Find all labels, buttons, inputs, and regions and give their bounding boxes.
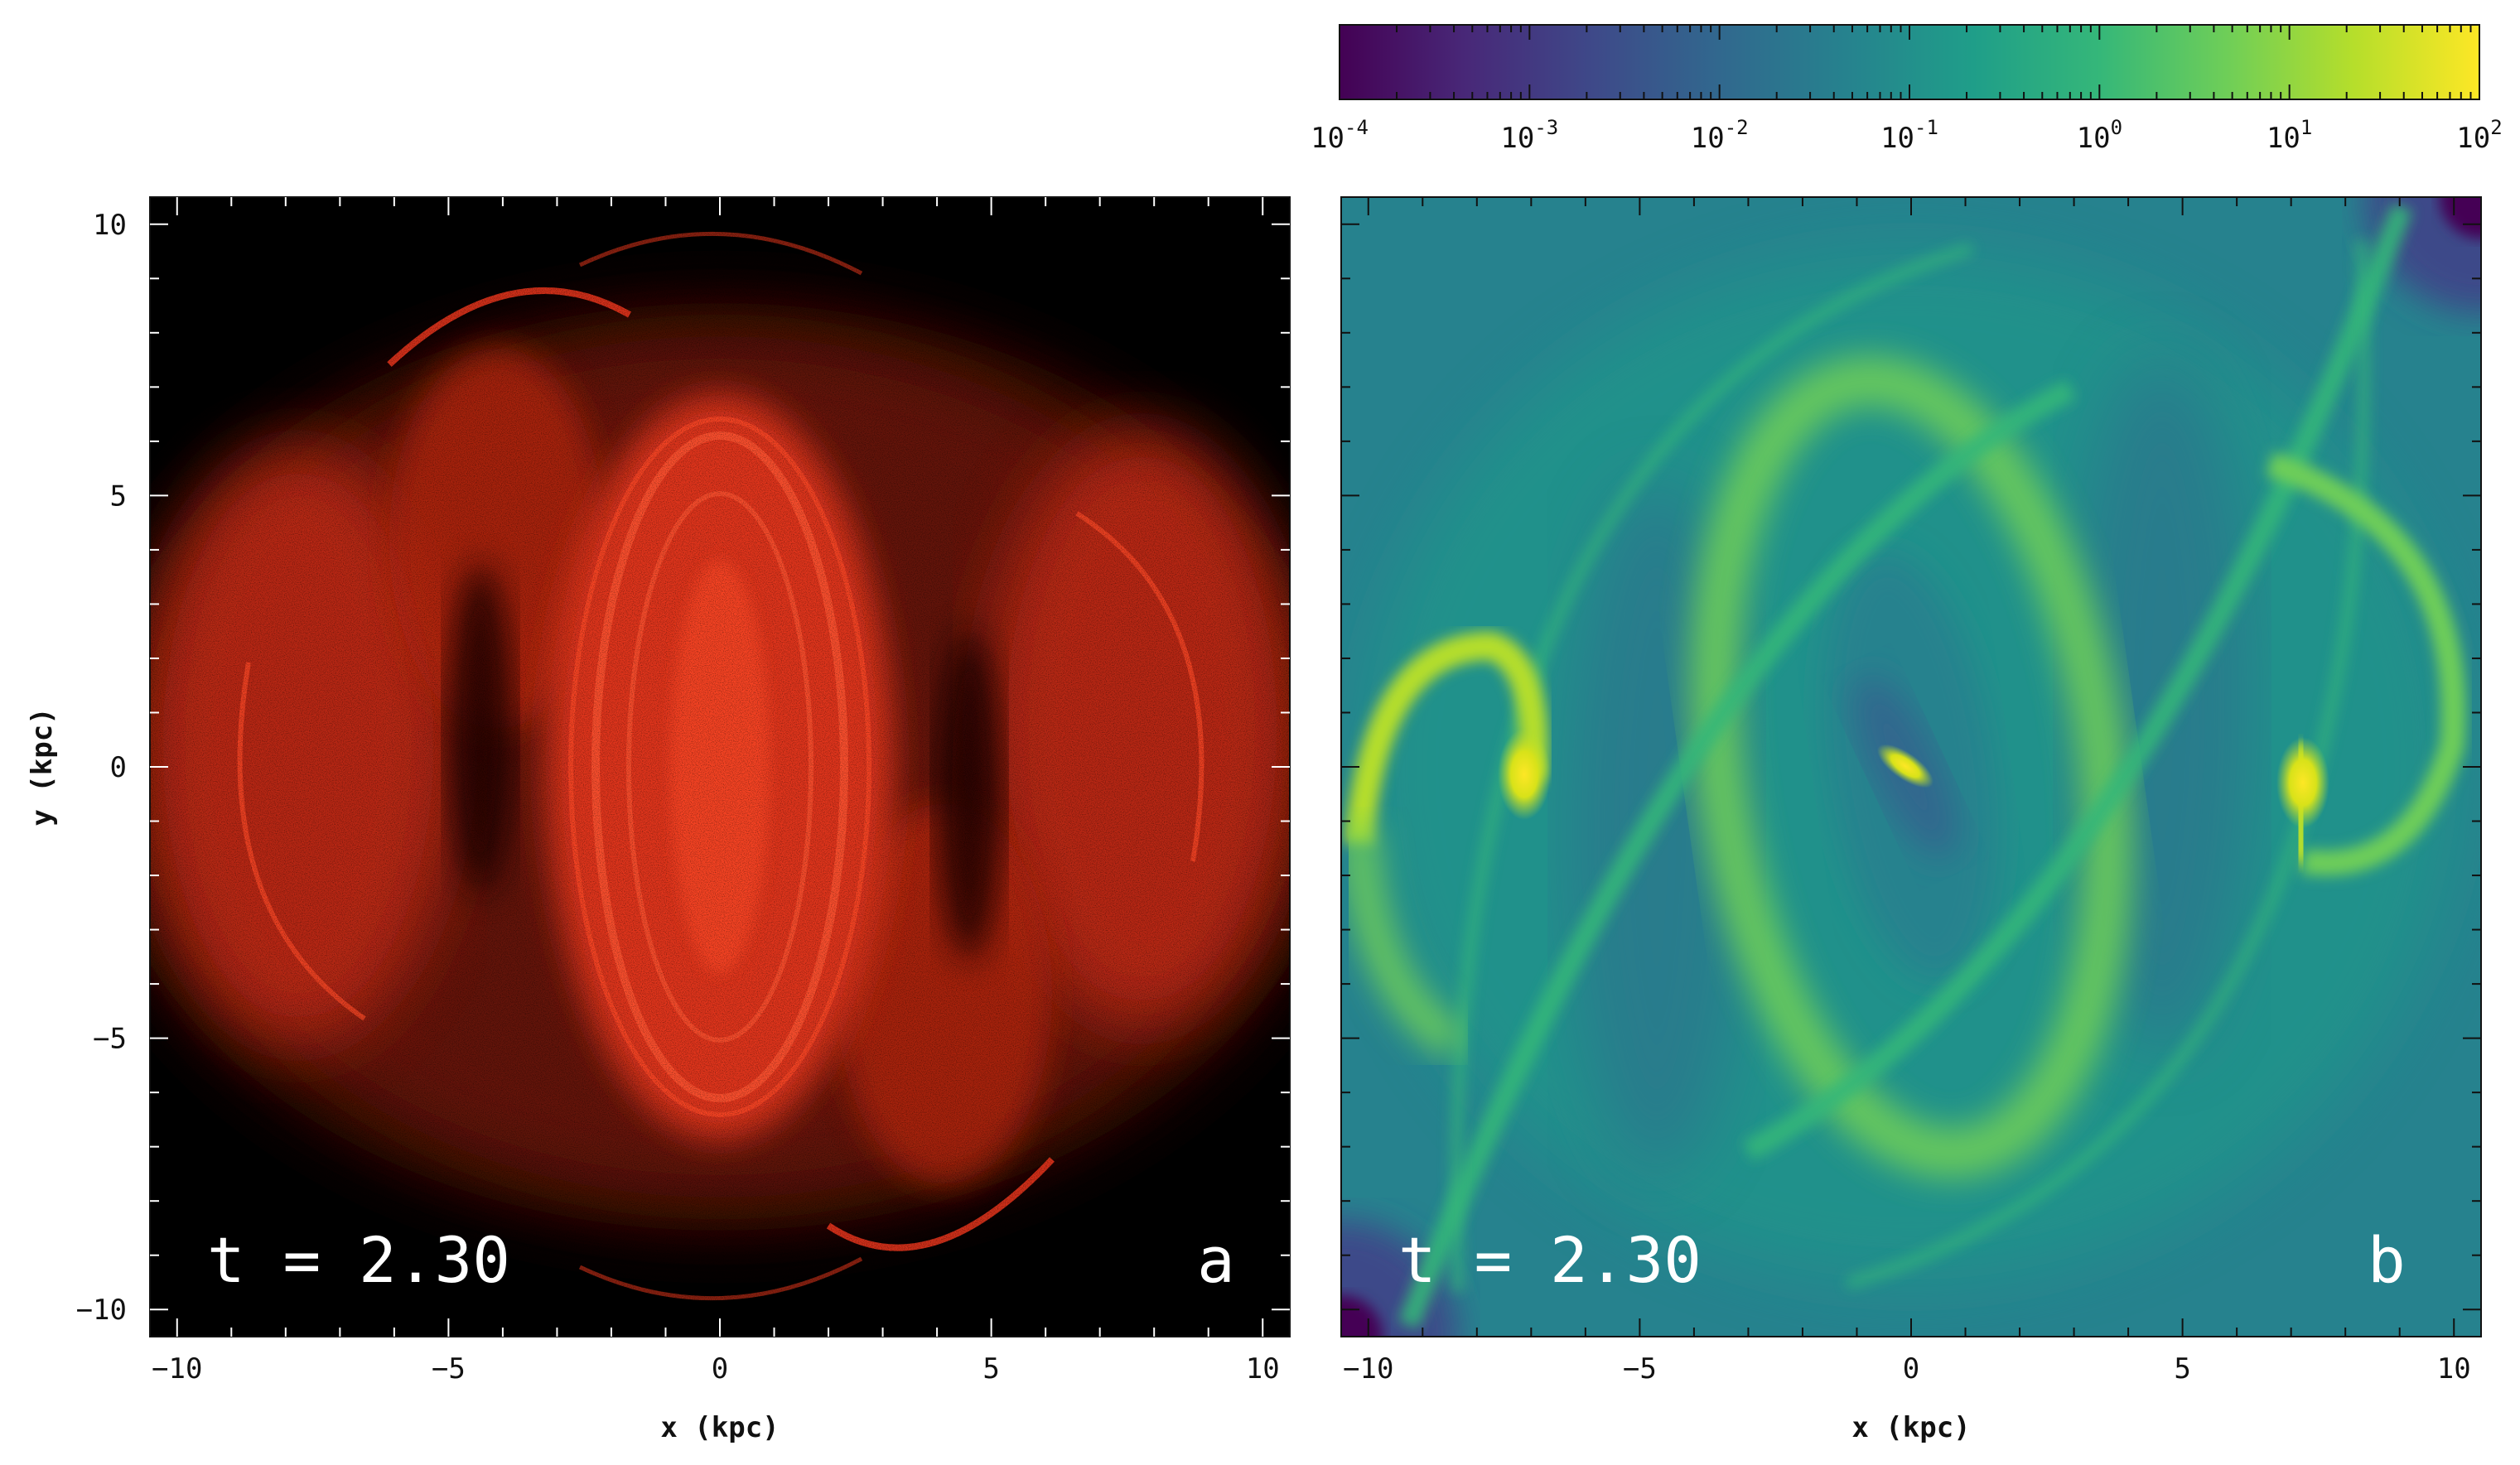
panel-a-particles: [150, 197, 1290, 1337]
x-tick-label-a: 5: [982, 1352, 999, 1385]
x-tick-label-b: −5: [1623, 1352, 1657, 1385]
colorbar-tick-label: 10-4: [1311, 116, 1369, 155]
x-tick-label-a: −10: [152, 1352, 202, 1385]
axes: −10 −5 0 5 10 10 5 0 −5 −10 −10 −5 0 5 10: [76, 197, 2481, 1385]
panel-b: t = 2.30 b: [1340, 196, 2482, 1337]
colorbar-tick-label: 10-2: [1691, 116, 1749, 155]
panel-b-density: [1341, 197, 2481, 1337]
y-tick-label: 5: [110, 479, 127, 513]
colorbar-tick-label: 101: [2267, 116, 2312, 155]
colorbar-tick-label: 102: [2456, 116, 2502, 155]
panel-b-time-label: t = 2.30: [1398, 1223, 1702, 1297]
colorbar-tick-label: 100: [2077, 116, 2122, 155]
x-tick-label-b: 5: [2174, 1352, 2190, 1385]
y-tick-label: 10: [93, 209, 127, 242]
panel-a-time-label: t = 2.30: [207, 1223, 510, 1297]
y-tick-label: 0: [110, 751, 127, 784]
x-tick-label-a: 0: [712, 1352, 728, 1385]
x-tick-label-b: 0: [1903, 1352, 1919, 1385]
y-tick-label: −10: [76, 1294, 127, 1327]
x-tick-label-a: −5: [432, 1352, 466, 1385]
panel-a-letter: a: [1197, 1223, 1235, 1297]
x-tick-label-b: −10: [1343, 1352, 1393, 1385]
y-axis-label: y (kpc): [26, 707, 59, 826]
x-tick-label-b: 10: [2437, 1352, 2471, 1385]
panel-b-letter: b: [2368, 1223, 2406, 1297]
colorbar-ticks: 10-4 10-3 10-2 10-1 100 101 102: [1311, 25, 2503, 155]
colorbar-tick-label: 10-1: [1880, 116, 1938, 155]
x-tick-label-a: 10: [1246, 1352, 1280, 1385]
x-axis-label-a: x (kpc): [660, 1411, 779, 1444]
panel-a: t = 2.30 a: [149, 196, 1291, 1337]
x-axis-label-b: x (kpc): [1851, 1411, 1970, 1444]
colorbar-tick-label: 10-3: [1500, 116, 1558, 155]
y-tick-label: −5: [93, 1023, 127, 1056]
colorbar: 10-4 10-3 10-2 10-1 100 101 102: [1311, 24, 2503, 155]
